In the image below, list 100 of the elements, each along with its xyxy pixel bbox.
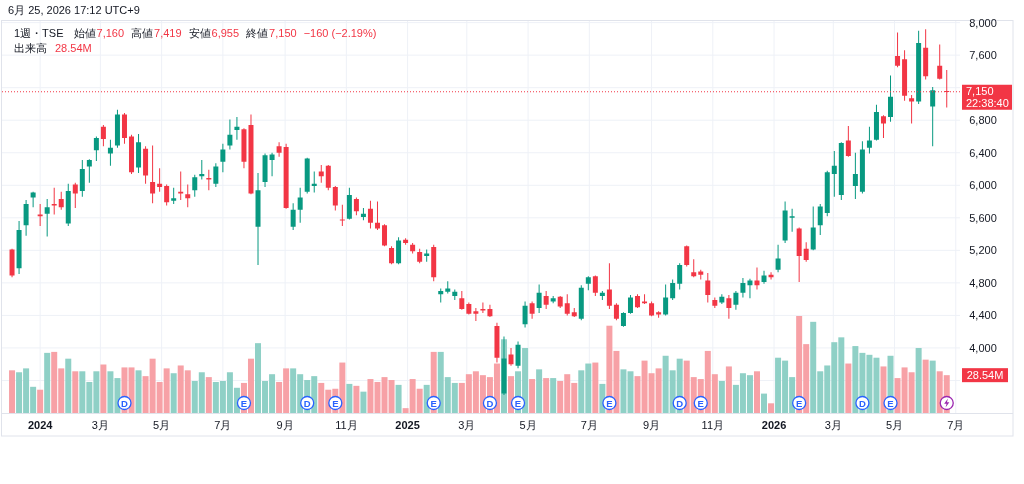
event-marker: E bbox=[602, 395, 617, 411]
candlestick bbox=[613, 303, 619, 321]
candlestick bbox=[789, 208, 795, 232]
candlestick bbox=[424, 249, 430, 262]
candlestick bbox=[241, 128, 247, 169]
event-marker: E bbox=[328, 395, 343, 411]
candlestick bbox=[635, 294, 641, 309]
text: 1週・TSE bbox=[14, 27, 64, 39]
x-tick-label: 11月 bbox=[335, 419, 358, 431]
candlestick bbox=[431, 244, 437, 282]
y-tick-label: 6,400 bbox=[969, 146, 997, 159]
candlestick bbox=[346, 187, 352, 220]
candlestick bbox=[740, 278, 746, 298]
candlestick bbox=[599, 291, 605, 300]
candlestick bbox=[297, 187, 303, 223]
candlestick bbox=[649, 301, 655, 317]
x-tick-label: 3月 bbox=[824, 419, 842, 431]
x-tick-label: 2024 bbox=[27, 419, 54, 431]
event-marker: D bbox=[672, 395, 687, 411]
candlestick bbox=[480, 302, 486, 313]
text: 6月 25, 2026 17:12 UTC+9 bbox=[8, 4, 140, 16]
candlestick bbox=[775, 244, 781, 273]
bar bbox=[37, 389, 44, 413]
y-tick-label: 4,000 bbox=[969, 341, 997, 354]
candlestick bbox=[620, 312, 626, 327]
candlestick bbox=[283, 143, 289, 209]
candlestick bbox=[276, 142, 282, 157]
event-marker: E bbox=[693, 395, 708, 411]
x-tick-label: 9月 bbox=[643, 419, 661, 431]
candlestick bbox=[9, 248, 15, 278]
candlestick bbox=[396, 237, 402, 265]
candlestick bbox=[656, 311, 662, 318]
candlestick bbox=[16, 221, 22, 274]
bar bbox=[128, 367, 135, 413]
bar bbox=[100, 364, 107, 413]
candlestick bbox=[192, 174, 198, 197]
candlestick bbox=[606, 263, 612, 309]
candlestick bbox=[578, 285, 584, 321]
annotation: E bbox=[795, 397, 803, 409]
candlestick bbox=[810, 206, 816, 251]
annotation: E bbox=[697, 397, 704, 409]
bar bbox=[205, 377, 212, 413]
candlestick bbox=[473, 308, 479, 322]
candlestick bbox=[895, 32, 901, 68]
annotation: 高値 bbox=[131, 27, 154, 39]
candlestick bbox=[318, 164, 324, 183]
candlestick bbox=[705, 273, 711, 303]
candlestick bbox=[859, 141, 865, 194]
candlestick bbox=[353, 197, 359, 216]
y-tick-label: 6,000 bbox=[969, 179, 997, 192]
candlestick bbox=[58, 191, 64, 210]
candlestick bbox=[557, 295, 563, 309]
candlestick bbox=[107, 139, 113, 166]
bar bbox=[550, 378, 557, 413]
candlestick bbox=[684, 245, 690, 267]
candlestick bbox=[670, 279, 676, 300]
candlestick bbox=[143, 146, 149, 184]
bar bbox=[915, 348, 922, 413]
candlestick bbox=[747, 278, 753, 299]
candlestick bbox=[269, 152, 275, 177]
bar bbox=[170, 373, 177, 413]
bar bbox=[718, 380, 725, 413]
candlestick bbox=[199, 160, 205, 180]
bar bbox=[929, 360, 936, 413]
ref-line-label: 7,150 bbox=[966, 85, 994, 98]
annotation: −160 (−2.19%) bbox=[303, 27, 377, 39]
x-tick-label: 2026 bbox=[761, 419, 787, 431]
candlestick bbox=[403, 238, 409, 245]
bar bbox=[922, 359, 929, 413]
bar bbox=[44, 352, 51, 413]
annotation: D bbox=[676, 397, 684, 409]
candlestick bbox=[178, 171, 184, 200]
bar bbox=[845, 363, 852, 413]
bar bbox=[346, 383, 353, 413]
candlestick bbox=[803, 242, 809, 262]
x-tick-label: 7月 bbox=[214, 419, 232, 431]
annotation: E bbox=[887, 397, 894, 409]
candlestick bbox=[845, 125, 851, 157]
candlestick bbox=[585, 276, 591, 291]
bar bbox=[761, 393, 768, 413]
bar bbox=[592, 362, 599, 413]
candlestick bbox=[339, 204, 345, 226]
candlestick bbox=[831, 151, 837, 197]
x-tick-label: 5月 bbox=[885, 419, 904, 431]
candlestick bbox=[325, 164, 331, 191]
candlestick bbox=[367, 200, 373, 229]
candlestick bbox=[536, 284, 542, 313]
annotation: E bbox=[430, 397, 437, 409]
bar bbox=[360, 391, 367, 413]
x-tick-label: 5月 bbox=[519, 419, 537, 431]
candlestick bbox=[768, 272, 774, 280]
annotation: D bbox=[486, 397, 494, 409]
candlestick bbox=[438, 288, 444, 303]
candlestick bbox=[923, 29, 929, 80]
x-tick-label: 3月 bbox=[91, 419, 109, 431]
annotation: D bbox=[303, 397, 311, 409]
x-tick-label: 3月 bbox=[458, 419, 476, 431]
candlestick bbox=[529, 301, 535, 319]
candlestick bbox=[374, 201, 380, 231]
candlestick bbox=[888, 75, 894, 122]
